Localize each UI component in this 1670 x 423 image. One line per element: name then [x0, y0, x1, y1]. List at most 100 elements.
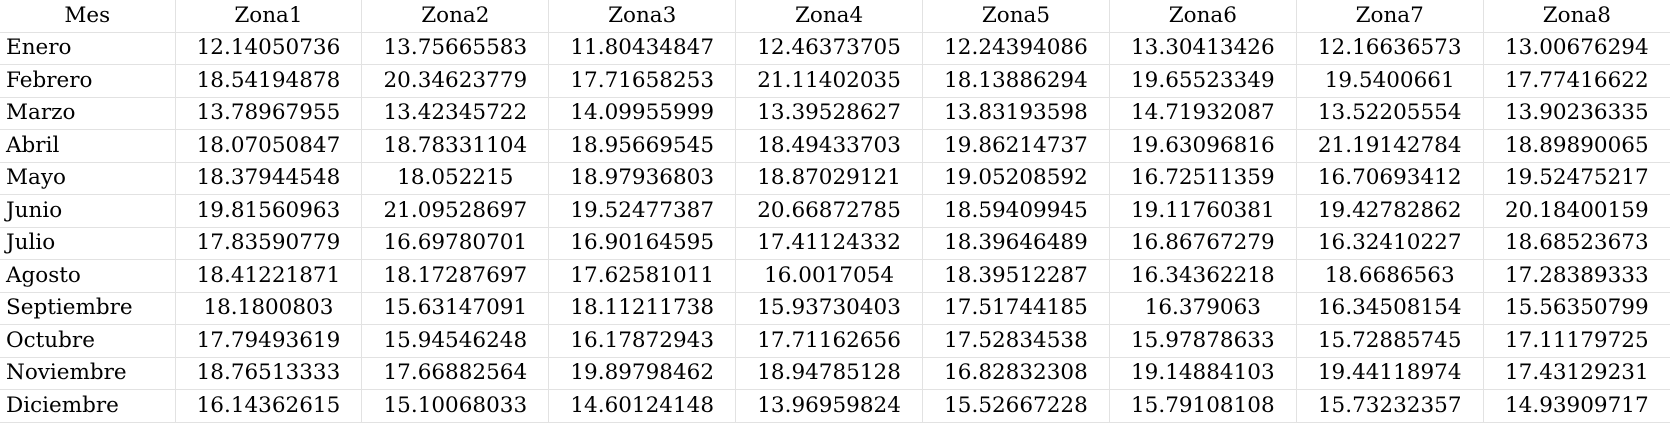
value-cell[interactable]: 19.52477387 — [548, 194, 737, 228]
value-cell[interactable]: 13.96959824 — [735, 389, 923, 423]
value-cell[interactable]: 14.60124148 — [548, 389, 737, 423]
value-cell[interactable]: 18.59409945 — [922, 194, 1110, 228]
value-cell[interactable]: 18.11211738 — [548, 292, 737, 325]
value-cell[interactable]: 15.10068033 — [361, 389, 550, 423]
value-cell[interactable]: 17.62581011 — [548, 259, 737, 293]
value-cell[interactable]: 18.54194878 — [175, 64, 363, 98]
value-cell[interactable]: 15.73232357 — [1296, 389, 1484, 423]
month-cell[interactable]: Marzo — [0, 97, 176, 130]
value-cell[interactable]: 19.05208592 — [922, 162, 1110, 195]
value-cell[interactable]: 18.68523673 — [1483, 227, 1670, 260]
value-cell[interactable]: 16.34362218 — [1109, 259, 1297, 293]
month-cell[interactable]: Septiembre — [0, 292, 176, 325]
value-cell[interactable]: 17.71658253 — [548, 64, 737, 98]
value-cell[interactable]: 20.18400159 — [1483, 194, 1670, 228]
value-cell[interactable]: 19.81560963 — [175, 194, 363, 228]
value-cell[interactable]: 21.19142784 — [1296, 129, 1484, 163]
value-cell[interactable]: 13.75665583 — [361, 32, 550, 65]
value-cell[interactable]: 16.34508154 — [1296, 292, 1484, 325]
value-cell[interactable]: 18.49433703 — [735, 129, 923, 163]
value-cell[interactable]: 17.41124332 — [735, 227, 923, 260]
value-cell[interactable]: 16.0017054 — [735, 259, 923, 293]
value-cell[interactable]: 18.1800803 — [175, 292, 363, 325]
value-cell[interactable]: 13.30413426 — [1109, 32, 1297, 65]
value-cell[interactable]: 17.71162656 — [735, 324, 923, 358]
value-cell[interactable]: 11.80434847 — [548, 32, 737, 65]
column-header-zona4[interactable]: Zona4 — [735, 0, 923, 33]
value-cell[interactable]: 18.17287697 — [361, 259, 550, 293]
value-cell[interactable]: 17.28389333 — [1483, 259, 1670, 293]
column-header-zona3[interactable]: Zona3 — [548, 0, 737, 33]
value-cell[interactable]: 17.11179725 — [1483, 324, 1670, 358]
value-cell[interactable]: 13.00676294 — [1483, 32, 1670, 65]
value-cell[interactable]: 18.95669545 — [548, 129, 737, 163]
value-cell[interactable]: 19.63096816 — [1109, 129, 1297, 163]
value-cell[interactable]: 15.97878633 — [1109, 324, 1297, 358]
column-header-zona8[interactable]: Zona8 — [1483, 0, 1670, 33]
column-header-zona6[interactable]: Zona6 — [1109, 0, 1297, 33]
value-cell[interactable]: 13.83193598 — [922, 97, 1110, 130]
value-cell[interactable]: 20.66872785 — [735, 194, 923, 228]
value-cell[interactable]: 15.72885745 — [1296, 324, 1484, 358]
column-header-zona1[interactable]: Zona1 — [175, 0, 363, 33]
value-cell[interactable]: 19.14884103 — [1109, 357, 1297, 390]
value-cell[interactable]: 16.379063 — [1109, 292, 1297, 325]
value-cell[interactable]: 18.13886294 — [922, 64, 1110, 98]
value-cell[interactable]: 16.69780701 — [361, 227, 550, 260]
value-cell[interactable]: 16.86767279 — [1109, 227, 1297, 260]
month-cell[interactable]: Febrero — [0, 64, 176, 98]
value-cell[interactable]: 12.14050736 — [175, 32, 363, 65]
month-cell[interactable]: Noviembre — [0, 357, 176, 390]
value-cell[interactable]: 13.39528627 — [735, 97, 923, 130]
value-cell[interactable]: 13.90236335 — [1483, 97, 1670, 130]
value-cell[interactable]: 14.09955999 — [548, 97, 737, 130]
value-cell[interactable]: 19.44118974 — [1296, 357, 1484, 390]
value-cell[interactable]: 15.56350799 — [1483, 292, 1670, 325]
month-cell[interactable]: Abril — [0, 129, 176, 163]
value-cell[interactable]: 18.39646489 — [922, 227, 1110, 260]
value-cell[interactable]: 15.79108108 — [1109, 389, 1297, 423]
value-cell[interactable]: 18.76513333 — [175, 357, 363, 390]
value-cell[interactable]: 16.17872943 — [548, 324, 737, 358]
value-cell[interactable]: 19.11760381 — [1109, 194, 1297, 228]
column-header-mes[interactable]: Mes — [0, 0, 176, 33]
value-cell[interactable]: 16.32410227 — [1296, 227, 1484, 260]
value-cell[interactable]: 15.52667228 — [922, 389, 1110, 423]
value-cell[interactable]: 15.93730403 — [735, 292, 923, 325]
value-cell[interactable]: 16.70693412 — [1296, 162, 1484, 195]
value-cell[interactable]: 12.24394086 — [922, 32, 1110, 65]
value-cell[interactable]: 19.5400661 — [1296, 64, 1484, 98]
value-cell[interactable]: 21.09528697 — [361, 194, 550, 228]
value-cell[interactable]: 13.42345722 — [361, 97, 550, 130]
value-cell[interactable]: 21.11402035 — [735, 64, 923, 98]
value-cell[interactable]: 18.97936803 — [548, 162, 737, 195]
month-cell[interactable]: Enero — [0, 32, 176, 65]
value-cell[interactable]: 20.34623779 — [361, 64, 550, 98]
month-cell[interactable]: Octubre — [0, 324, 176, 358]
value-cell[interactable]: 19.89798462 — [548, 357, 737, 390]
value-cell[interactable]: 17.43129231 — [1483, 357, 1670, 390]
value-cell[interactable]: 12.16636573 — [1296, 32, 1484, 65]
value-cell[interactable]: 17.66882564 — [361, 357, 550, 390]
column-header-zona7[interactable]: Zona7 — [1296, 0, 1484, 33]
column-header-zona2[interactable]: Zona2 — [361, 0, 550, 33]
value-cell[interactable]: 18.94785128 — [735, 357, 923, 390]
value-cell[interactable]: 13.78967955 — [175, 97, 363, 130]
value-cell[interactable]: 19.52475217 — [1483, 162, 1670, 195]
value-cell[interactable]: 18.78331104 — [361, 129, 550, 163]
value-cell[interactable]: 18.39512287 — [922, 259, 1110, 293]
value-cell[interactable]: 17.77416622 — [1483, 64, 1670, 98]
value-cell[interactable]: 19.42782862 — [1296, 194, 1484, 228]
value-cell[interactable]: 17.79493619 — [175, 324, 363, 358]
value-cell[interactable]: 14.93909717 — [1483, 389, 1670, 423]
column-header-zona5[interactable]: Zona5 — [922, 0, 1110, 33]
month-cell[interactable]: Diciembre — [0, 389, 176, 423]
value-cell[interactable]: 18.07050847 — [175, 129, 363, 163]
month-cell[interactable]: Mayo — [0, 162, 176, 195]
value-cell[interactable]: 16.90164595 — [548, 227, 737, 260]
value-cell[interactable]: 19.86214737 — [922, 129, 1110, 163]
month-cell[interactable]: Agosto — [0, 259, 176, 293]
value-cell[interactable]: 18.6686563 — [1296, 259, 1484, 293]
value-cell[interactable]: 18.052215 — [361, 162, 550, 195]
month-cell[interactable]: Julio — [0, 227, 176, 260]
